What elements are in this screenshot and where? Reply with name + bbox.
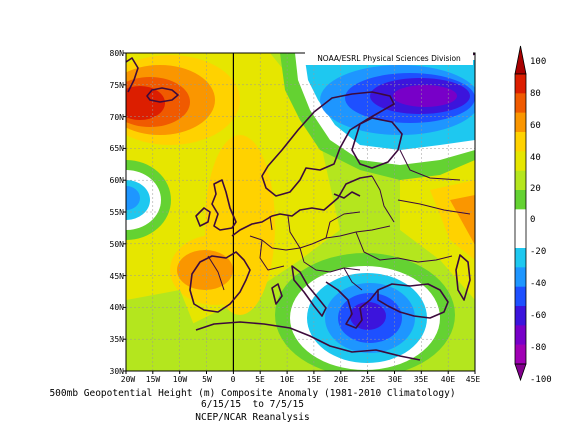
colorbar-label: 0 — [530, 215, 535, 225]
colorbar-swatch — [515, 93, 526, 113]
lon-label: 10W — [173, 375, 188, 384]
lon-label: 35E — [414, 375, 429, 384]
lat-label: 70N — [110, 113, 125, 122]
colorbar-max-arrow — [514, 45, 527, 75]
lat-label: 55N — [110, 208, 125, 217]
lat-label: 30N — [110, 367, 125, 376]
lon-label: 5E — [255, 375, 265, 384]
lon-label: 10E — [280, 375, 295, 384]
coastlines — [126, 53, 475, 361]
lon-label: 20W — [121, 375, 136, 384]
lon-label: 0 — [231, 375, 236, 384]
colorbar-label: -40 — [530, 279, 546, 289]
lat-label: 35N — [110, 335, 125, 344]
lat-axis: 80N 75N 70N 65N 60N 55N 50N 45N 40N 35N … — [110, 49, 125, 376]
colorbar-swatch — [515, 306, 526, 326]
lat-label: 50N — [110, 240, 125, 249]
colorbar-label: -20 — [530, 247, 546, 257]
colorbar-swatch — [515, 190, 526, 210]
caption-title: 500mb Geopotential Height (m) Composite … — [49, 388, 456, 399]
colorbar-swatch — [515, 286, 526, 307]
lat-label: 75N — [110, 81, 125, 90]
colorbar-swatch — [515, 228, 526, 249]
colorbar — [514, 45, 527, 382]
colorbar-label: 20 — [530, 184, 541, 194]
colorbar-label: 40 — [530, 153, 541, 163]
lon-label: 25E — [361, 375, 376, 384]
anomaly-shading — [126, 53, 475, 371]
colorbar-swatch — [515, 267, 526, 287]
colorbar-min-arrow — [514, 363, 527, 382]
lon-label: 15W — [146, 375, 161, 384]
lon-label: 40E — [441, 375, 456, 384]
colorbar-swatch — [515, 132, 526, 152]
lat-label: 60N — [110, 176, 125, 185]
colorbar-swatch — [515, 151, 526, 171]
colorbar-label: 80 — [530, 89, 541, 99]
lon-label: 15E — [307, 375, 322, 384]
colorbar-swatch — [515, 112, 526, 133]
axis-ticks — [123, 52, 476, 374]
lat-label: 80N — [110, 49, 125, 58]
colorbar-swatch — [515, 344, 526, 365]
graticule — [126, 53, 475, 371]
lat-label: 45N — [110, 272, 125, 281]
colorbar-frame — [514, 73, 527, 365]
credit-label: NOAA/ESRL Physical Sciences Division — [305, 52, 473, 65]
lon-label: 5W — [202, 375, 212, 384]
colorbar-swatch — [515, 325, 526, 345]
borders — [207, 149, 471, 291]
colorbar-swatch — [515, 74, 526, 94]
colorbar-swatch — [515, 248, 526, 268]
lon-label: 45E — [466, 375, 481, 384]
caption-source: NCEP/NCAR Reanalysis — [195, 412, 310, 423]
lat-label: 40N — [110, 303, 125, 312]
lon-label: 30E — [388, 375, 403, 384]
colorbar-swatch — [515, 209, 526, 229]
caption-dates: 6/15/15 to 7/5/15 — [201, 399, 304, 410]
colorbar-label: -100 — [530, 375, 552, 385]
lon-label: 20E — [334, 375, 349, 384]
lat-label: 65N — [110, 144, 125, 153]
colorbar-swatch — [515, 170, 526, 191]
colorbar-labels: 100 80 60 40 20 0 -20 -40 -60 -80 -100 — [530, 57, 552, 385]
colorbar-label: -60 — [530, 311, 546, 321]
colorbar-label: -80 — [530, 343, 546, 353]
colorbar-label: 60 — [530, 121, 541, 131]
colorbar-label: 100 — [530, 57, 546, 67]
lon-axis: 20W 15W 10W 5W 0 5E 10E 15E 20E 25E 30E … — [121, 375, 481, 384]
